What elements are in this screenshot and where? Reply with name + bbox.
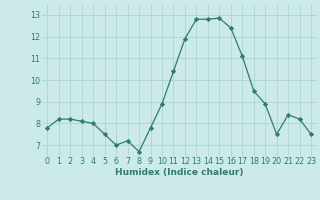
X-axis label: Humidex (Indice chaleur): Humidex (Indice chaleur) — [115, 168, 244, 177]
